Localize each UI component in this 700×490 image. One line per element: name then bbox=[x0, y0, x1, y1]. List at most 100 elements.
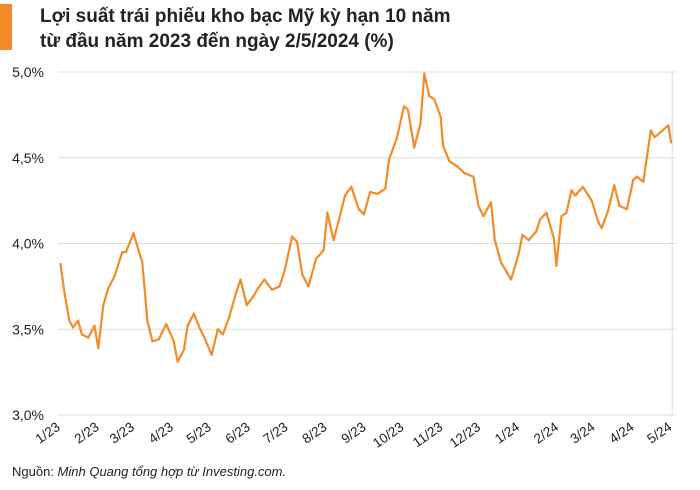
x-tick-label: 9/23 bbox=[338, 419, 368, 446]
chart-title: Lợi suất trái phiếu kho bạc Mỹ kỳ hạn 10… bbox=[40, 4, 680, 54]
data-point bbox=[102, 304, 105, 307]
data-point bbox=[463, 172, 466, 175]
data-point bbox=[659, 130, 663, 134]
data-point bbox=[87, 336, 90, 339]
data-point bbox=[340, 209, 343, 212]
yield-series-line bbox=[59, 72, 673, 363]
data-point bbox=[59, 263, 62, 266]
data-point bbox=[113, 275, 116, 278]
chart-title-line-1: Lợi suất trái phiếu kho bạc Mỹ kỳ hạn 10… bbox=[40, 6, 451, 27]
data-point bbox=[257, 287, 260, 290]
data-point bbox=[376, 192, 379, 195]
x-tick-label: 2/24 bbox=[531, 419, 562, 447]
data-point bbox=[384, 187, 387, 190]
data-point bbox=[448, 160, 451, 163]
x-tick-label: 12/23 bbox=[447, 419, 483, 451]
data-point bbox=[221, 333, 224, 336]
data-point bbox=[301, 273, 304, 276]
data-point bbox=[552, 237, 556, 240]
data-point bbox=[182, 348, 185, 351]
source-prefix: Nguồn: bbox=[12, 464, 58, 479]
data-point bbox=[137, 249, 140, 252]
data-point bbox=[307, 285, 310, 288]
data-point bbox=[625, 208, 629, 211]
data-point bbox=[343, 194, 347, 197]
data-point bbox=[93, 324, 96, 327]
data-point bbox=[517, 252, 520, 255]
data-point bbox=[596, 220, 600, 223]
data-point bbox=[433, 98, 436, 101]
data-point bbox=[68, 319, 71, 322]
title-accent-bar bbox=[0, 4, 12, 50]
data-point bbox=[228, 316, 231, 319]
data-point bbox=[423, 72, 426, 75]
data-point bbox=[613, 184, 616, 187]
data-point bbox=[539, 218, 542, 221]
data-point bbox=[482, 215, 485, 218]
data-point bbox=[499, 261, 503, 264]
y-tick-label: 4,0% bbox=[12, 236, 44, 252]
data-point bbox=[570, 189, 573, 192]
data-point bbox=[493, 239, 496, 242]
data-point bbox=[234, 293, 237, 296]
data-point bbox=[357, 208, 360, 211]
data-point bbox=[521, 233, 524, 236]
data-point bbox=[489, 201, 493, 204]
data-point bbox=[239, 278, 242, 281]
data-point bbox=[545, 211, 548, 214]
data-point bbox=[270, 288, 274, 291]
x-tick-label: 5/23 bbox=[184, 419, 214, 446]
data-point bbox=[63, 290, 66, 293]
data-point bbox=[362, 213, 365, 216]
x-tick-label: 11/23 bbox=[410, 419, 445, 450]
data-point bbox=[555, 264, 558, 267]
data-point bbox=[172, 340, 175, 343]
x-axis-tick-labels: 1/23 2/23 3/23 4/23 5/23 6/23 7/23 8/23 9/23 10/2… bbox=[33, 419, 675, 451]
data-point bbox=[606, 209, 610, 212]
data-point bbox=[669, 141, 673, 144]
x-tick-label: 5/24 bbox=[644, 419, 675, 447]
data-point bbox=[635, 175, 639, 178]
data-point bbox=[442, 144, 445, 147]
data-point bbox=[77, 319, 80, 322]
x-tick-label: 3/24 bbox=[568, 419, 599, 447]
data-point bbox=[618, 204, 621, 207]
data-point bbox=[296, 240, 299, 243]
data-point bbox=[199, 328, 202, 331]
data-point bbox=[107, 287, 110, 290]
data-point bbox=[252, 295, 255, 298]
x-tick-label: 1/23 bbox=[33, 419, 63, 446]
data-point bbox=[369, 191, 372, 194]
data-point bbox=[350, 185, 353, 188]
data-point bbox=[80, 333, 83, 336]
x-tick-label: 2/23 bbox=[72, 419, 102, 446]
data-point bbox=[600, 227, 603, 230]
data-point bbox=[565, 211, 568, 214]
data-point bbox=[326, 211, 329, 214]
data-point bbox=[581, 185, 585, 188]
data-point bbox=[245, 304, 248, 307]
data-point bbox=[291, 235, 294, 238]
x-tick-label: 1/24 bbox=[492, 419, 523, 447]
data-point bbox=[472, 175, 475, 178]
gridlines bbox=[58, 71, 676, 416]
x-tick-label: 8/23 bbox=[299, 419, 329, 446]
data-point bbox=[314, 257, 318, 260]
y-tick-label: 3,0% bbox=[12, 407, 44, 423]
data-point bbox=[590, 199, 593, 202]
y-tick-label: 3,5% bbox=[12, 321, 44, 337]
data-point bbox=[649, 129, 652, 132]
x-tick-label: 7/23 bbox=[260, 419, 290, 446]
data-point bbox=[141, 261, 144, 264]
x-tick-label: 4/24 bbox=[607, 419, 638, 447]
data-point bbox=[642, 180, 645, 183]
series-layer bbox=[59, 72, 673, 363]
data-point bbox=[403, 105, 406, 108]
data-point bbox=[455, 165, 459, 168]
data-point bbox=[121, 251, 124, 254]
data-point bbox=[283, 269, 286, 272]
data-point bbox=[560, 215, 563, 218]
x-tick-label: 6/23 bbox=[223, 419, 253, 446]
data-point bbox=[574, 194, 577, 197]
